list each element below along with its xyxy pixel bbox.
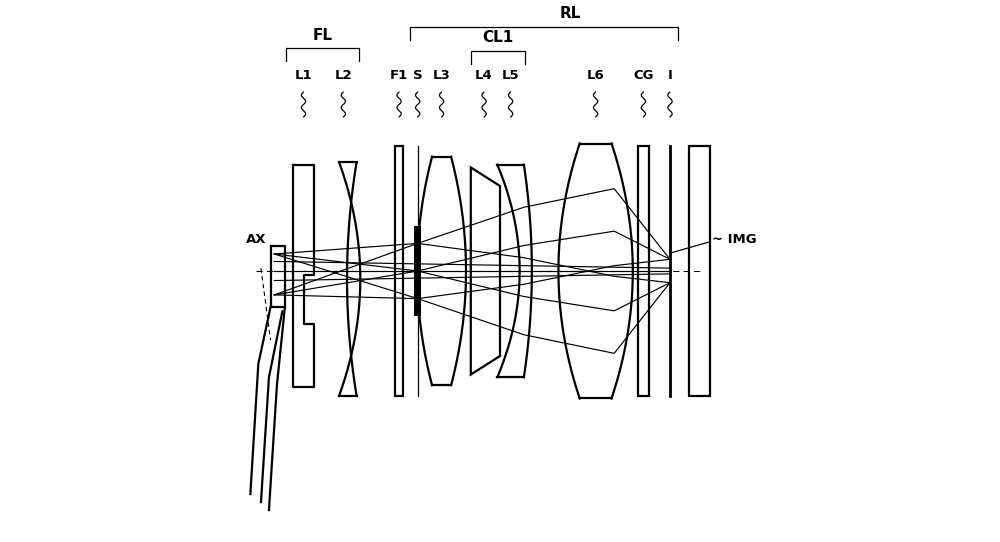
Text: RL: RL <box>560 7 581 21</box>
Text: ~ IMG: ~ IMG <box>712 233 757 246</box>
Bar <box>638 146 649 396</box>
Text: CG: CG <box>633 69 654 82</box>
Text: L5: L5 <box>502 69 519 82</box>
Text: L3: L3 <box>433 69 450 82</box>
Bar <box>395 146 403 396</box>
Text: L6: L6 <box>587 69 604 82</box>
Text: I: I <box>668 69 672 82</box>
Bar <box>689 146 710 396</box>
Bar <box>414 226 421 316</box>
Text: L2: L2 <box>334 69 352 82</box>
Text: FL: FL <box>313 28 333 43</box>
Text: AX: AX <box>246 233 267 246</box>
Text: S: S <box>413 69 422 82</box>
Text: CL1: CL1 <box>483 30 514 45</box>
Text: F1: F1 <box>390 69 408 82</box>
Text: L4: L4 <box>475 69 493 82</box>
Polygon shape <box>471 167 500 375</box>
Text: L1: L1 <box>295 69 312 82</box>
